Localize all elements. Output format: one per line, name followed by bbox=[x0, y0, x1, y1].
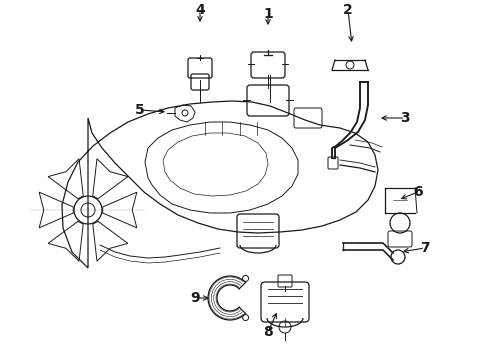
Text: 4: 4 bbox=[195, 3, 205, 17]
Text: 2: 2 bbox=[343, 3, 353, 17]
Text: 7: 7 bbox=[420, 241, 430, 255]
Text: 5: 5 bbox=[135, 103, 145, 117]
Text: 3: 3 bbox=[400, 111, 410, 125]
Text: 6: 6 bbox=[413, 185, 423, 199]
Text: 9: 9 bbox=[190, 291, 200, 305]
Text: 8: 8 bbox=[263, 325, 273, 339]
Text: 1: 1 bbox=[263, 7, 273, 21]
